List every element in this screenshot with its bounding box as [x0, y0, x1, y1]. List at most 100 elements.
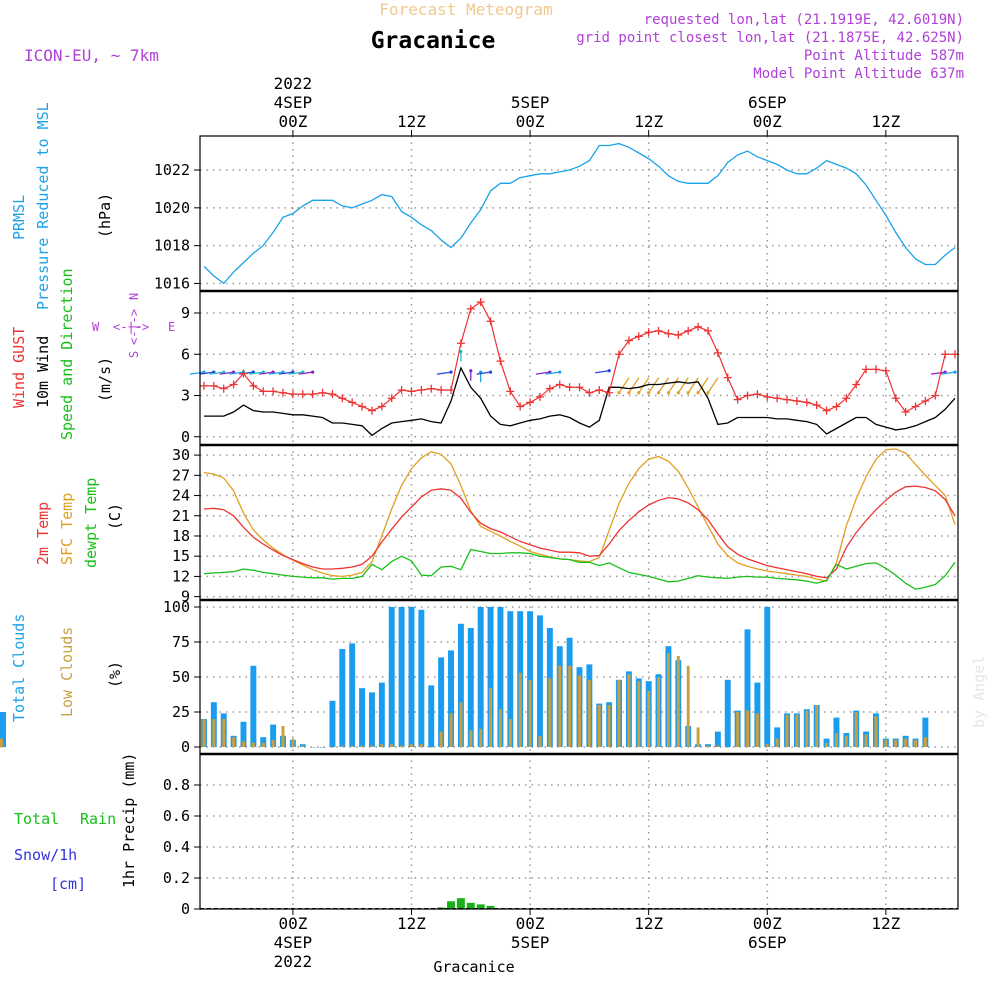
axis-layer: 1016101810201022036991215182124273002550…	[154, 74, 901, 971]
total-cloud-bar	[448, 650, 454, 747]
total-cloud-bar	[467, 628, 474, 747]
total-cloud-bar	[408, 607, 415, 747]
low-cloud-bar	[400, 745, 404, 747]
top-time-label: 6SEP	[748, 93, 787, 112]
wind-barb-head	[953, 370, 957, 374]
precip-snow-label: Snow/1h	[14, 846, 77, 864]
low-cloud-bar	[597, 705, 601, 747]
low-cloud-bar	[637, 681, 641, 747]
wind-labels: Wind GUST 10m Wind Speed and Direction (…	[10, 268, 175, 440]
top-time-label: 00Z	[516, 112, 545, 131]
wind-barb	[940, 371, 956, 375]
total-cloud-bar	[428, 685, 435, 747]
gust-marker	[832, 402, 841, 411]
ytick-label: 0.8	[163, 776, 190, 794]
wind-barb	[697, 377, 709, 394]
ytick-label: 24	[172, 487, 190, 505]
temp-2m-label: 2m Temp	[34, 502, 52, 565]
low-cloud-bar	[281, 726, 285, 747]
compass-s: S	[127, 351, 141, 358]
credit: by Angel	[970, 656, 988, 728]
ytick-label: 27	[172, 466, 190, 484]
panel-frame	[199, 753, 959, 910]
wind-speeddir-label: Speed and Direction	[58, 268, 76, 440]
ytick-label: 0.2	[163, 869, 190, 887]
total-cloud-bar	[359, 688, 366, 747]
temp-sfc-label: SFC Temp	[58, 493, 76, 565]
gust-marker	[654, 326, 663, 335]
wind-barb-head	[558, 370, 562, 374]
total-cloud-bar	[774, 727, 781, 747]
top-time-label: 00Z	[278, 112, 307, 131]
gust-marker	[881, 366, 890, 375]
total-cloud-bar	[438, 657, 445, 747]
total-cloud-bar	[250, 665, 257, 747]
low-cloud-bar	[498, 709, 502, 747]
ytick-label: 1022	[154, 161, 190, 179]
low-cloud-bar	[469, 730, 473, 747]
gust-marker	[753, 390, 762, 399]
gust-marker	[199, 381, 208, 390]
low-cloud-bar	[222, 719, 226, 747]
wind-barb	[209, 371, 224, 375]
low-cloud-bar	[676, 656, 680, 747]
total-cloud-bar	[398, 607, 405, 747]
low-cloud-bar	[479, 728, 483, 747]
pressure-line	[203, 142, 956, 285]
gust-marker	[862, 365, 871, 374]
compass-ns-arrow: <-|->	[127, 309, 141, 345]
temp-labels: 2m Temp SFC Temp dewpt Temp (C)	[34, 478, 124, 568]
gust-marker	[733, 395, 742, 404]
low-cloud-bar	[459, 702, 463, 747]
low-cloud-bar	[291, 738, 295, 747]
low-cloud-bar	[271, 740, 275, 747]
gust-marker	[802, 398, 811, 407]
total-cloud-bar	[724, 679, 731, 747]
wind-barb	[219, 371, 234, 375]
gust-marker	[674, 331, 683, 339]
wind-barb	[476, 371, 491, 375]
ytick-label: 12	[172, 567, 190, 585]
wind-barb	[931, 371, 946, 375]
low-cloud-bar	[617, 679, 621, 747]
low-cloud-bar	[607, 705, 611, 747]
bottom-time-label: 4SEP	[274, 933, 313, 952]
ytick-label: 0.4	[163, 838, 190, 856]
grid-point-coords: grid point closest lon,lat (21.1875E, 42…	[576, 30, 964, 46]
low-cloud-bar	[785, 714, 789, 747]
requested-coords: requested lon,lat (21.1919E, 42.6019N)	[644, 12, 964, 28]
gust-marker	[555, 380, 564, 389]
gust-marker	[516, 402, 525, 411]
low-cloud-bar	[350, 745, 354, 747]
total-cloud-bar	[536, 615, 543, 747]
gust-marker	[397, 386, 406, 394]
low-cloud-bar	[242, 741, 245, 747]
gust-marker	[723, 373, 732, 382]
wind-10m-label: 10m Wind	[34, 336, 52, 408]
gust-marker	[506, 387, 515, 396]
compass-n: N	[127, 293, 141, 300]
low-cloud-bar	[706, 745, 710, 747]
rain-bar	[456, 898, 465, 909]
low-cloud-bar	[657, 677, 661, 747]
ytick-label: 75	[172, 633, 190, 651]
ytick-label: 9	[181, 304, 190, 322]
gust-marker	[605, 388, 614, 397]
wind-barb-head	[686, 391, 690, 395]
compass-we-arrow: <-|->	[113, 320, 149, 334]
total-cloud-bar	[270, 724, 277, 747]
gust-marker	[921, 397, 930, 405]
wind-barb	[595, 370, 610, 374]
gust-marker	[229, 380, 238, 389]
gust-marker	[871, 365, 880, 374]
low-cloud-bar	[904, 738, 908, 747]
gust-marker	[911, 402, 920, 411]
wind-barb-head	[647, 391, 651, 395]
gust-marker	[367, 406, 376, 415]
low-cloud-bar	[330, 747, 334, 748]
gust-marker	[624, 336, 633, 345]
low-cloud-bar	[528, 679, 532, 747]
gust-marker	[545, 384, 554, 393]
chart-title: Forecast Meteogram	[379, 0, 552, 19]
gust-marker	[684, 326, 693, 335]
